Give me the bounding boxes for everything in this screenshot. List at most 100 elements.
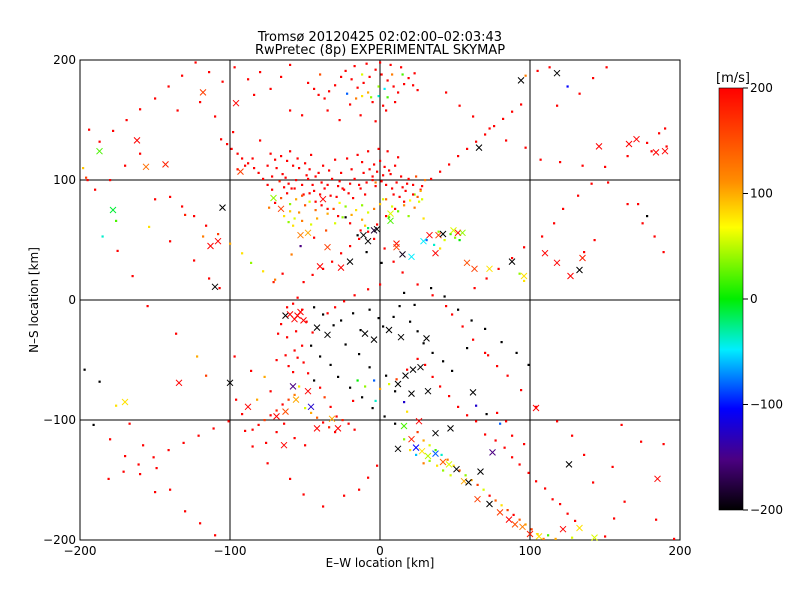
colorbar-tick-label: 200 [750, 81, 773, 95]
data-point-dot [367, 150, 370, 153]
x-tick-label: 200 [669, 544, 692, 558]
data-point-dot [536, 533, 539, 536]
data-point-dot [301, 183, 304, 186]
data-point-dot [445, 91, 448, 94]
data-point-dot [358, 237, 361, 240]
data-point-dot [313, 306, 316, 309]
data-point-dot [424, 179, 427, 182]
data-point-dot [361, 161, 364, 164]
data-point-dot [259, 71, 262, 74]
data-point-dot [287, 182, 290, 185]
data-point-x [565, 461, 573, 468]
data-point-dot [452, 464, 455, 467]
data-point-dot [196, 355, 199, 358]
data-point-dot [364, 385, 367, 388]
data-point-dot [287, 365, 290, 368]
data-point-dot [247, 162, 250, 165]
data-point-dot [320, 181, 323, 184]
data-point-dot [335, 415, 338, 418]
data-point-x [447, 425, 454, 432]
colorbar-label: [m/s] [716, 71, 750, 86]
data-point-dot [275, 431, 278, 434]
data-point-dot [577, 194, 580, 197]
data-point-dot [413, 303, 416, 306]
data-point-dot [328, 426, 331, 429]
data-point-dot [559, 161, 562, 164]
data-point-x [450, 227, 457, 234]
data-point-dot [470, 319, 473, 322]
data-point-x [399, 251, 406, 258]
data-point-dot [434, 449, 437, 452]
data-point-dot [289, 210, 292, 213]
data-point-dot [361, 218, 364, 221]
data-point-dot [274, 201, 277, 204]
data-point-dot [283, 215, 286, 218]
data-point-dot [124, 164, 127, 167]
data-point-dot [451, 313, 454, 316]
data-point-dot [310, 223, 313, 226]
data-point-dot [511, 456, 514, 459]
data-point-x [435, 231, 442, 239]
x-tick-label: −100 [214, 544, 247, 558]
data-point-dot [472, 115, 475, 118]
data-point-dot [400, 66, 403, 69]
data-point-dot [464, 474, 467, 477]
data-point-dot [281, 173, 284, 176]
y-tick-label: −200 [43, 533, 76, 547]
data-point-dot [296, 296, 299, 299]
data-point-dot [343, 188, 346, 191]
data-point-dot [418, 200, 421, 203]
data-point-x [408, 253, 415, 261]
data-point-dot [274, 278, 277, 281]
data-point-x [337, 264, 345, 271]
data-point-dot [458, 239, 461, 242]
data-point-dot [416, 89, 419, 92]
data-point-dot [470, 479, 473, 482]
data-point-dot [362, 171, 365, 174]
data-point-dot [205, 374, 208, 377]
data-point-x [595, 143, 603, 150]
data-point-dot [581, 164, 584, 167]
data-point-dot [383, 165, 386, 168]
data-point-dot [650, 150, 653, 153]
data-point-dot [664, 127, 667, 130]
data-point-dot [340, 171, 343, 174]
data-point-dot [266, 183, 269, 186]
data-point-dot [454, 236, 457, 239]
data-point-dot [392, 85, 395, 88]
data-point-x [232, 99, 240, 107]
data-point-dot [374, 399, 377, 402]
data-point-dot [293, 393, 296, 396]
data-point-dot [523, 246, 526, 249]
data-point-dot [109, 438, 112, 441]
data-point-dot [350, 213, 353, 216]
data-point-dot [484, 351, 487, 354]
data-point-dot [263, 375, 266, 378]
data-point-dot [361, 95, 364, 98]
data-point-dot [340, 319, 343, 322]
data-point-dot [413, 72, 416, 75]
data-point-dot [485, 277, 488, 280]
data-point-dot [499, 422, 502, 425]
y-tick-label: 100 [53, 173, 76, 187]
data-point-dot [535, 480, 538, 483]
data-point-x [360, 231, 367, 239]
axes: −200 −100 0 100 200 −200 −100 0 100 200 [43, 53, 691, 558]
data-point-dot [308, 168, 311, 171]
data-point-x [402, 372, 409, 379]
data-point-x [316, 263, 324, 270]
data-point-x [519, 523, 526, 531]
data-point-dot [341, 187, 344, 190]
data-point-dot [611, 465, 614, 468]
data-point-x [109, 206, 117, 214]
data-point-dot [500, 504, 503, 507]
data-point-x [346, 258, 354, 265]
data-point-dot [472, 338, 475, 341]
data-point-x [175, 379, 183, 387]
data-point-dot [259, 139, 262, 142]
data-point-dot [308, 192, 311, 195]
data-point-dot [269, 414, 272, 417]
data-point-dot [337, 375, 340, 378]
data-point-dot [326, 212, 329, 215]
